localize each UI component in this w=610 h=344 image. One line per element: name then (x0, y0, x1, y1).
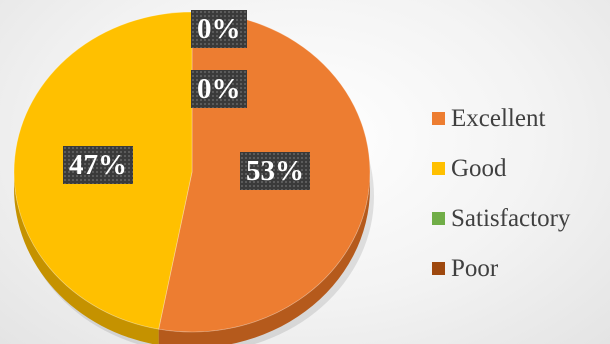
legend-swatch-excellent (432, 111, 445, 125)
legend-swatch-good (432, 161, 445, 175)
legend-label-satisfactory: Satisfactory (451, 204, 571, 232)
pie-side-good (14, 172, 159, 344)
chart-legend: Excellent Good Satisfactory Poor (432, 104, 570, 282)
legend-swatch-poor (432, 261, 445, 275)
data-label-poor: 0% (191, 70, 247, 108)
legend-item-excellent: Excellent (432, 104, 570, 132)
legend-item-good: Good (432, 154, 570, 182)
data-label-satisfactory: 0% (191, 10, 247, 48)
legend-item-poor: Poor (432, 254, 570, 282)
legend-label-excellent: Excellent (451, 104, 546, 132)
legend-label-good: Good (451, 154, 507, 182)
legend-label-poor: Poor (451, 254, 499, 282)
legend-swatch-satisfactory (432, 211, 445, 225)
legend-item-satisfactory: Satisfactory (432, 204, 570, 232)
data-label-excellent: 53% (240, 152, 310, 190)
data-label-good: 47% (63, 146, 133, 184)
pie-side-excellent (158, 172, 370, 344)
